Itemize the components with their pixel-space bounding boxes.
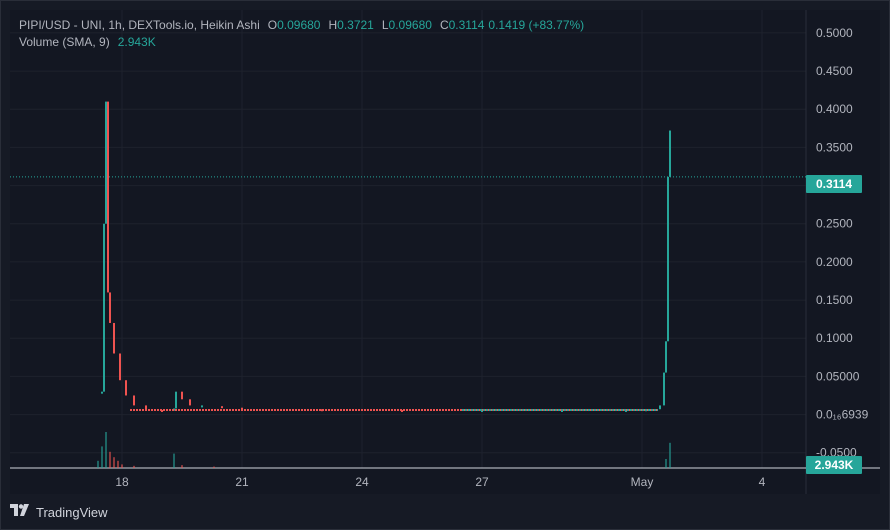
x-tick-label: 27: [475, 475, 489, 489]
x-tick-label: 4: [759, 475, 766, 489]
x-tick-label: 24: [355, 475, 369, 489]
price-candle: [175, 391, 177, 409]
y-tick-label: 0.4500: [816, 64, 853, 78]
price-candle: [107, 101, 109, 293]
x-tick-label: May: [631, 475, 654, 489]
price-candle: [133, 395, 135, 406]
price-candle: [101, 391, 103, 394]
y-tick-label: 0.2500: [816, 217, 853, 231]
price-candle: [663, 372, 665, 406]
price-candle: [201, 405, 203, 408]
open-value: 0.09680: [277, 18, 321, 32]
price-candle: [665, 341, 667, 373]
tradingview-logo-icon[interactable]: [10, 503, 30, 521]
price-candle: [125, 380, 127, 396]
volume-bar: [181, 465, 183, 468]
legend-price-row: PIPI/USD - UNI, 1h, DEXTools.io, Heikin …: [19, 17, 584, 34]
price-candle: [669, 130, 671, 177]
legend-volume-row: Volume (SMA, 9) 2.943K: [19, 34, 584, 51]
y-tick-label: 0.05000: [816, 369, 860, 383]
high-value: 0.3721: [337, 18, 374, 32]
y-tick-label: 0.5000: [816, 26, 853, 40]
volume-bar: [121, 464, 123, 468]
price-candle: [103, 223, 105, 392]
x-tick-label: 21: [235, 475, 249, 489]
change-value: 0.1419 (+83.77%): [488, 18, 585, 32]
volume-bar: [105, 432, 107, 468]
price-candle: [659, 405, 661, 410]
open-label: O: [267, 18, 278, 32]
price-candle: [221, 406, 223, 409]
price-candle: [119, 353, 121, 381]
volume-label[interactable]: Volume (SMA, 9): [19, 35, 110, 49]
last-price-tag: 0.3114: [806, 175, 862, 193]
y-tick-label: 0.0₁₆6939: [816, 408, 869, 422]
chart-area[interactable]: 0.50000.45000.40000.35000.30000.25000.20…: [10, 10, 880, 494]
high-label: H: [328, 18, 338, 32]
y-tick-label: 0.1000: [816, 331, 853, 345]
volume-bar: [669, 442, 671, 468]
low-label: L: [381, 18, 389, 32]
volume-bar: [101, 446, 103, 468]
price-candle: [189, 399, 191, 406]
price-candle: [241, 407, 243, 410]
volume-bar: [213, 466, 215, 468]
volume-value: 2.943K: [117, 35, 156, 49]
price-candle: [667, 176, 669, 342]
y-tick-label: 0.1500: [816, 293, 853, 307]
price-candle: [113, 322, 115, 354]
volume-bar: [113, 457, 115, 468]
y-tick-label: 0.4000: [816, 102, 853, 116]
volume-bar: [97, 460, 99, 468]
chart-legend: PIPI/USD - UNI, 1h, DEXTools.io, Heikin …: [19, 17, 584, 51]
price-candle: [181, 391, 183, 400]
volume-bar: [133, 465, 135, 468]
x-tick-label: 18: [115, 475, 129, 489]
price-candle: [105, 101, 107, 224]
close-value: 0.3114: [448, 18, 485, 32]
tradingview-brand[interactable]: TradingView: [36, 504, 108, 520]
price-candle: [145, 405, 147, 410]
price-chart[interactable]: 0.50000.45000.40000.35000.30000.25000.20…: [10, 10, 880, 494]
footer: TradingView: [10, 500, 108, 524]
symbol-label[interactable]: PIPI/USD - UNI, 1h, DEXTools.io, Heikin …: [19, 18, 260, 32]
volume-bar: [665, 459, 667, 468]
volume-bar: [117, 460, 119, 468]
close-label: C: [439, 18, 449, 32]
y-tick-label: 0.2000: [816, 255, 853, 269]
volume-bar: [109, 451, 111, 468]
volume-bar: [173, 453, 175, 468]
volume-tag: 2.943K: [806, 456, 862, 474]
y-tick-label: 0.3500: [816, 140, 853, 154]
low-value: 0.09680: [388, 18, 432, 32]
price-candle: [109, 292, 111, 323]
